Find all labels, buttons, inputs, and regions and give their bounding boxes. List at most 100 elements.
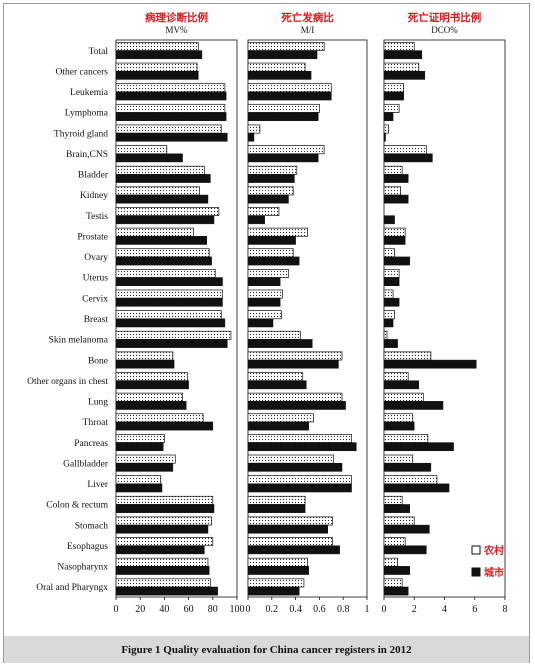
bar-rural-stomach: [115, 516, 212, 526]
bar-rural-kidney: [115, 186, 200, 196]
bar-urban-other-organs-in-chest: [115, 380, 189, 390]
tick-label: 80: [208, 604, 218, 615]
bar-rural-throat: [247, 413, 314, 423]
category-label-ovary: Ovary: [84, 253, 108, 263]
bar-urban-brain-cns: [383, 153, 433, 163]
category-label-total: Total: [89, 47, 109, 57]
tick-label: 20: [135, 604, 145, 615]
bar-rural-throat: [383, 413, 414, 423]
category-label-esophagus: Esophagus: [67, 542, 108, 552]
bar-rural-gallbladder: [383, 454, 414, 464]
bar-rural-thyroid-gland: [115, 124, 222, 134]
bar-urban-other-organs-in-chest: [383, 380, 420, 390]
bar-urban-skin-melanoma: [115, 339, 228, 348]
bar-urban-colon-rectum: [247, 504, 306, 513]
bar-urban-nasopharynx: [247, 566, 309, 575]
caption-bar: Figure 1 Quality evaluation for China ca…: [4, 636, 529, 663]
category-label-cervix: Cervix: [82, 294, 108, 304]
bar-rural-lung: [247, 392, 343, 402]
bar-rural-gallbladder: [247, 454, 335, 464]
bar-urban-leukemia: [115, 91, 227, 101]
category-label-nasopharynx: Nasopharynx: [57, 563, 108, 573]
bar-urban-nasopharynx: [115, 566, 210, 575]
bar-urban-esophagus: [247, 545, 340, 555]
bar-urban-prostate: [383, 236, 406, 245]
bar-rural-pancreas: [383, 434, 429, 443]
bar-urban-bladder: [383, 174, 409, 183]
bar-urban-ovary: [115, 256, 212, 266]
tick-label: 0: [382, 604, 387, 615]
bar-rural-throat: [115, 413, 204, 423]
bar-rural-testis: [115, 207, 220, 217]
bar-urban-leukemia: [247, 91, 332, 101]
category-label-oral-and-pharyngx: Oral and Pharyngx: [36, 583, 108, 593]
bar-rural-other-cancers: [115, 62, 198, 72]
tick-label: 0.2: [266, 604, 279, 615]
bar-rural-oral-and-pharyngx: [247, 578, 305, 588]
category-label-skin-melanoma: Skin melanoma: [49, 336, 109, 346]
bar-rural-breast: [247, 310, 282, 320]
bar-rural-gallbladder: [115, 454, 176, 464]
bar-urban-pancreas: [247, 442, 357, 452]
bar-rural-other-organs-in-chest: [383, 372, 409, 382]
bar-urban-cervix: [247, 297, 281, 307]
bar-rural-lymphoma: [115, 103, 226, 113]
axis-frame: [383, 39, 506, 598]
tick-label: 0: [114, 604, 119, 615]
bar-urban-thyroid-gland: [115, 132, 228, 142]
bar-rural-stomach: [383, 516, 415, 526]
figure-caption: Figure 1 Quality evaluation for China ca…: [121, 643, 412, 656]
bar-rural-bladder: [383, 165, 403, 175]
bar-rural-bone: [115, 351, 174, 361]
tick-label: 1: [365, 604, 370, 615]
tick-label: 0: [246, 604, 251, 615]
bar-rural-testis: [247, 207, 280, 217]
bar-urban-oral-and-pharyngx: [383, 586, 409, 596]
bar-rural-bone: [247, 351, 343, 361]
bar-urban-oral-and-pharyngx: [247, 586, 300, 596]
bar-rural-prostate: [115, 227, 194, 237]
bar-urban-breast: [115, 318, 226, 328]
bar-rural-brain-cns: [115, 145, 168, 155]
category-label-kidney: Kidney: [80, 191, 108, 201]
category-label-breast: Breast: [84, 315, 109, 325]
bar-rural-liver: [383, 475, 438, 485]
bar-rural-bladder: [247, 165, 298, 175]
bar-urban-prostate: [115, 236, 207, 245]
bar-urban-colon-rectum: [115, 504, 215, 513]
bar-urban-throat: [247, 421, 309, 431]
category-label-liver: Liver: [87, 480, 108, 490]
bar-rural-thyroid-gland: [383, 124, 389, 134]
bar-urban-lymphoma: [383, 112, 394, 121]
bar-urban-stomach: [115, 524, 209, 534]
bar-urban-ovary: [247, 256, 300, 266]
bar-urban-skin-melanoma: [247, 339, 313, 348]
bar-urban-uterus: [115, 277, 223, 286]
bar-urban-liver: [115, 483, 163, 493]
bar-urban-ovary: [383, 256, 410, 266]
bar-urban-oral-and-pharyngx: [115, 586, 218, 596]
bar-rural-ovary: [115, 248, 210, 258]
bar-rural-oral-and-pharyngx: [383, 578, 403, 588]
category-label-lymphoma: Lymphoma: [65, 109, 109, 119]
bar-rural-liver: [115, 475, 162, 485]
bar-rural-total: [115, 42, 199, 51]
bar-rural-total: [383, 42, 415, 51]
bar-urban-gallbladder: [115, 462, 174, 472]
bar-rural-brain-cns: [383, 145, 427, 155]
bar-urban-stomach: [247, 524, 328, 534]
bar-rural-esophagus: [247, 537, 333, 547]
category-labels: Total Other cancers Leukemia Lymphoma Thyroi…: [27, 47, 109, 593]
bar-urban-kidney: [383, 194, 409, 204]
bar-urban-throat: [383, 421, 415, 431]
bar-rural-lung: [383, 392, 424, 402]
bar-urban-prostate: [247, 236, 296, 245]
bar-rural-nasopharynx: [115, 557, 209, 567]
bar-rural-other-organs-in-chest: [247, 372, 304, 382]
bar-rural-leukemia: [247, 83, 332, 93]
bar-rural-cervix: [247, 289, 283, 299]
tick-label: 6: [472, 604, 477, 615]
